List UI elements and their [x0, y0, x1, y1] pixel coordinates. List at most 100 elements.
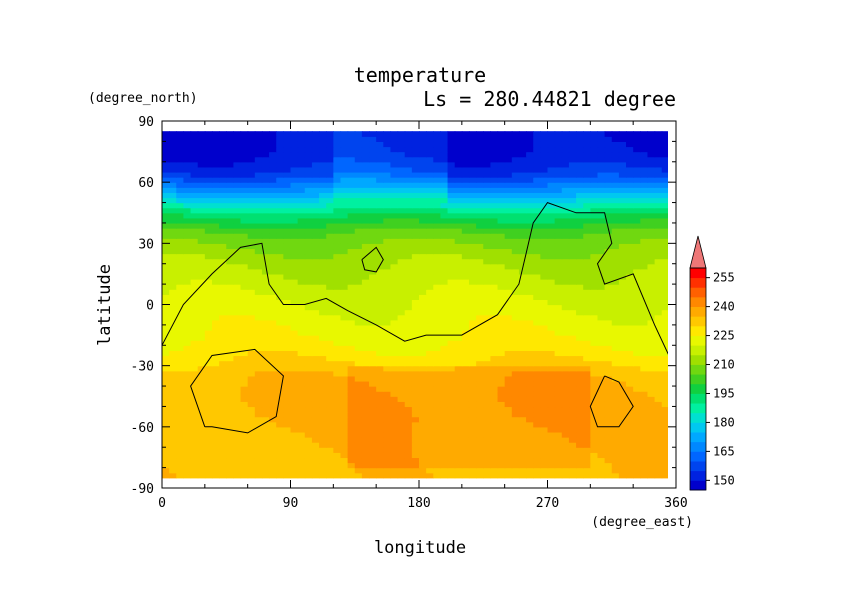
heatmap-cell [376, 447, 384, 453]
heatmap-cell [404, 161, 413, 168]
heatmap-cell [669, 167, 677, 173]
heatmap-cell [640, 462, 649, 469]
heatmap-cell [533, 396, 541, 402]
heatmap-cell [319, 467, 327, 474]
heatmap-cell [597, 131, 606, 137]
heatmap-cell [369, 171, 377, 178]
heatmap-cell [311, 217, 320, 224]
heatmap-cell [626, 360, 634, 367]
heatmap-cell [490, 457, 499, 464]
heatmap-cell [404, 279, 413, 285]
heatmap-cell [419, 365, 427, 372]
heatmap-cell [333, 431, 342, 438]
heatmap-cell [276, 396, 284, 402]
heatmap-cell [219, 411, 227, 418]
heatmap-cell [654, 314, 663, 321]
heatmap-cell [226, 146, 234, 153]
heatmap-cell [561, 442, 570, 448]
heatmap-cell [604, 365, 613, 372]
heatmap-cell [547, 462, 556, 469]
heatmap-cell [618, 284, 627, 290]
heatmap-cell [568, 350, 577, 357]
heatmap-cell [590, 309, 599, 316]
heatmap-cell [269, 268, 277, 275]
heatmap-cell [397, 335, 406, 341]
heatmap-cell [497, 426, 506, 433]
heatmap-cell [518, 141, 527, 148]
heatmap-cell [190, 279, 199, 285]
heatmap-cell [419, 396, 427, 402]
heatmap-cell [319, 238, 327, 244]
heatmap-cell [176, 248, 185, 255]
heatmap-cell [383, 462, 392, 469]
heatmap-cell [261, 457, 270, 464]
heatmap-cell [290, 141, 299, 148]
heatmap-cell [376, 131, 384, 137]
heatmap-cell [568, 248, 577, 255]
heatmap-cell [433, 431, 442, 438]
heatmap-cell [454, 207, 463, 214]
heatmap-cell [240, 258, 249, 265]
heatmap-cell [604, 177, 613, 183]
heatmap-cell [540, 350, 549, 357]
heatmap-cell [347, 151, 356, 158]
heatmap-cell [633, 426, 641, 433]
heatmap-cell [547, 391, 556, 397]
heatmap-cell [340, 177, 349, 183]
heatmap-cell [526, 202, 534, 209]
heatmap-cell [468, 365, 477, 372]
heatmap-cell [169, 187, 177, 193]
heatmap-cell [426, 380, 434, 387]
heatmap-cell [254, 273, 263, 280]
heatmap-cell [354, 360, 363, 367]
heatmap-cell [540, 192, 549, 199]
heatmap-cell [647, 253, 656, 260]
heatmap-cell [169, 365, 177, 372]
heatmap-cell [626, 131, 634, 137]
heatmap-cell [626, 253, 634, 260]
heatmap-cell [490, 380, 499, 387]
heatmap-cell [554, 329, 563, 336]
heatmap-cell [261, 426, 270, 433]
heatmap-cell [333, 401, 342, 408]
heatmap-cell [190, 131, 199, 137]
heatmap-cell [404, 426, 413, 433]
heatmap-cell [568, 238, 577, 244]
heatmap-cell [440, 253, 449, 260]
heatmap-cell [211, 406, 220, 413]
heatmap-cell [561, 350, 570, 357]
heatmap-cell [283, 207, 292, 214]
heatmap-cell [211, 187, 220, 193]
heatmap-cell [611, 217, 620, 224]
heatmap-cell [361, 421, 370, 428]
heatmap-cell [461, 426, 470, 433]
heatmap-cell [176, 314, 185, 321]
heatmap-cell [297, 299, 306, 306]
heatmap-cell [483, 386, 491, 392]
heatmap-cell [504, 212, 513, 219]
heatmap-cell [304, 207, 313, 214]
heatmap-cell [276, 324, 284, 331]
heatmap-cell [276, 212, 284, 219]
heatmap-cell [533, 161, 541, 168]
heatmap-cell [390, 370, 399, 377]
heatmap-cell [526, 447, 534, 453]
heatmap-cell [654, 141, 663, 148]
heatmap-cell [526, 141, 534, 148]
heatmap-cell [254, 426, 263, 433]
heatmap-cell [333, 187, 342, 193]
heatmap-cell [626, 233, 634, 239]
heatmap-cell [419, 136, 427, 142]
heatmap-cell [376, 355, 384, 362]
heatmap-cell [461, 202, 470, 209]
heatmap-cell [461, 222, 470, 229]
heatmap-cell [304, 182, 313, 188]
heatmap-cell [254, 380, 263, 387]
heatmap-cell [611, 202, 620, 209]
heatmap-cell [297, 401, 306, 408]
heatmap-cell [468, 294, 477, 301]
heatmap-cell [369, 151, 377, 158]
heatmap-cell [419, 268, 427, 275]
heatmap-cell [211, 202, 220, 209]
heatmap-cell [162, 182, 170, 188]
